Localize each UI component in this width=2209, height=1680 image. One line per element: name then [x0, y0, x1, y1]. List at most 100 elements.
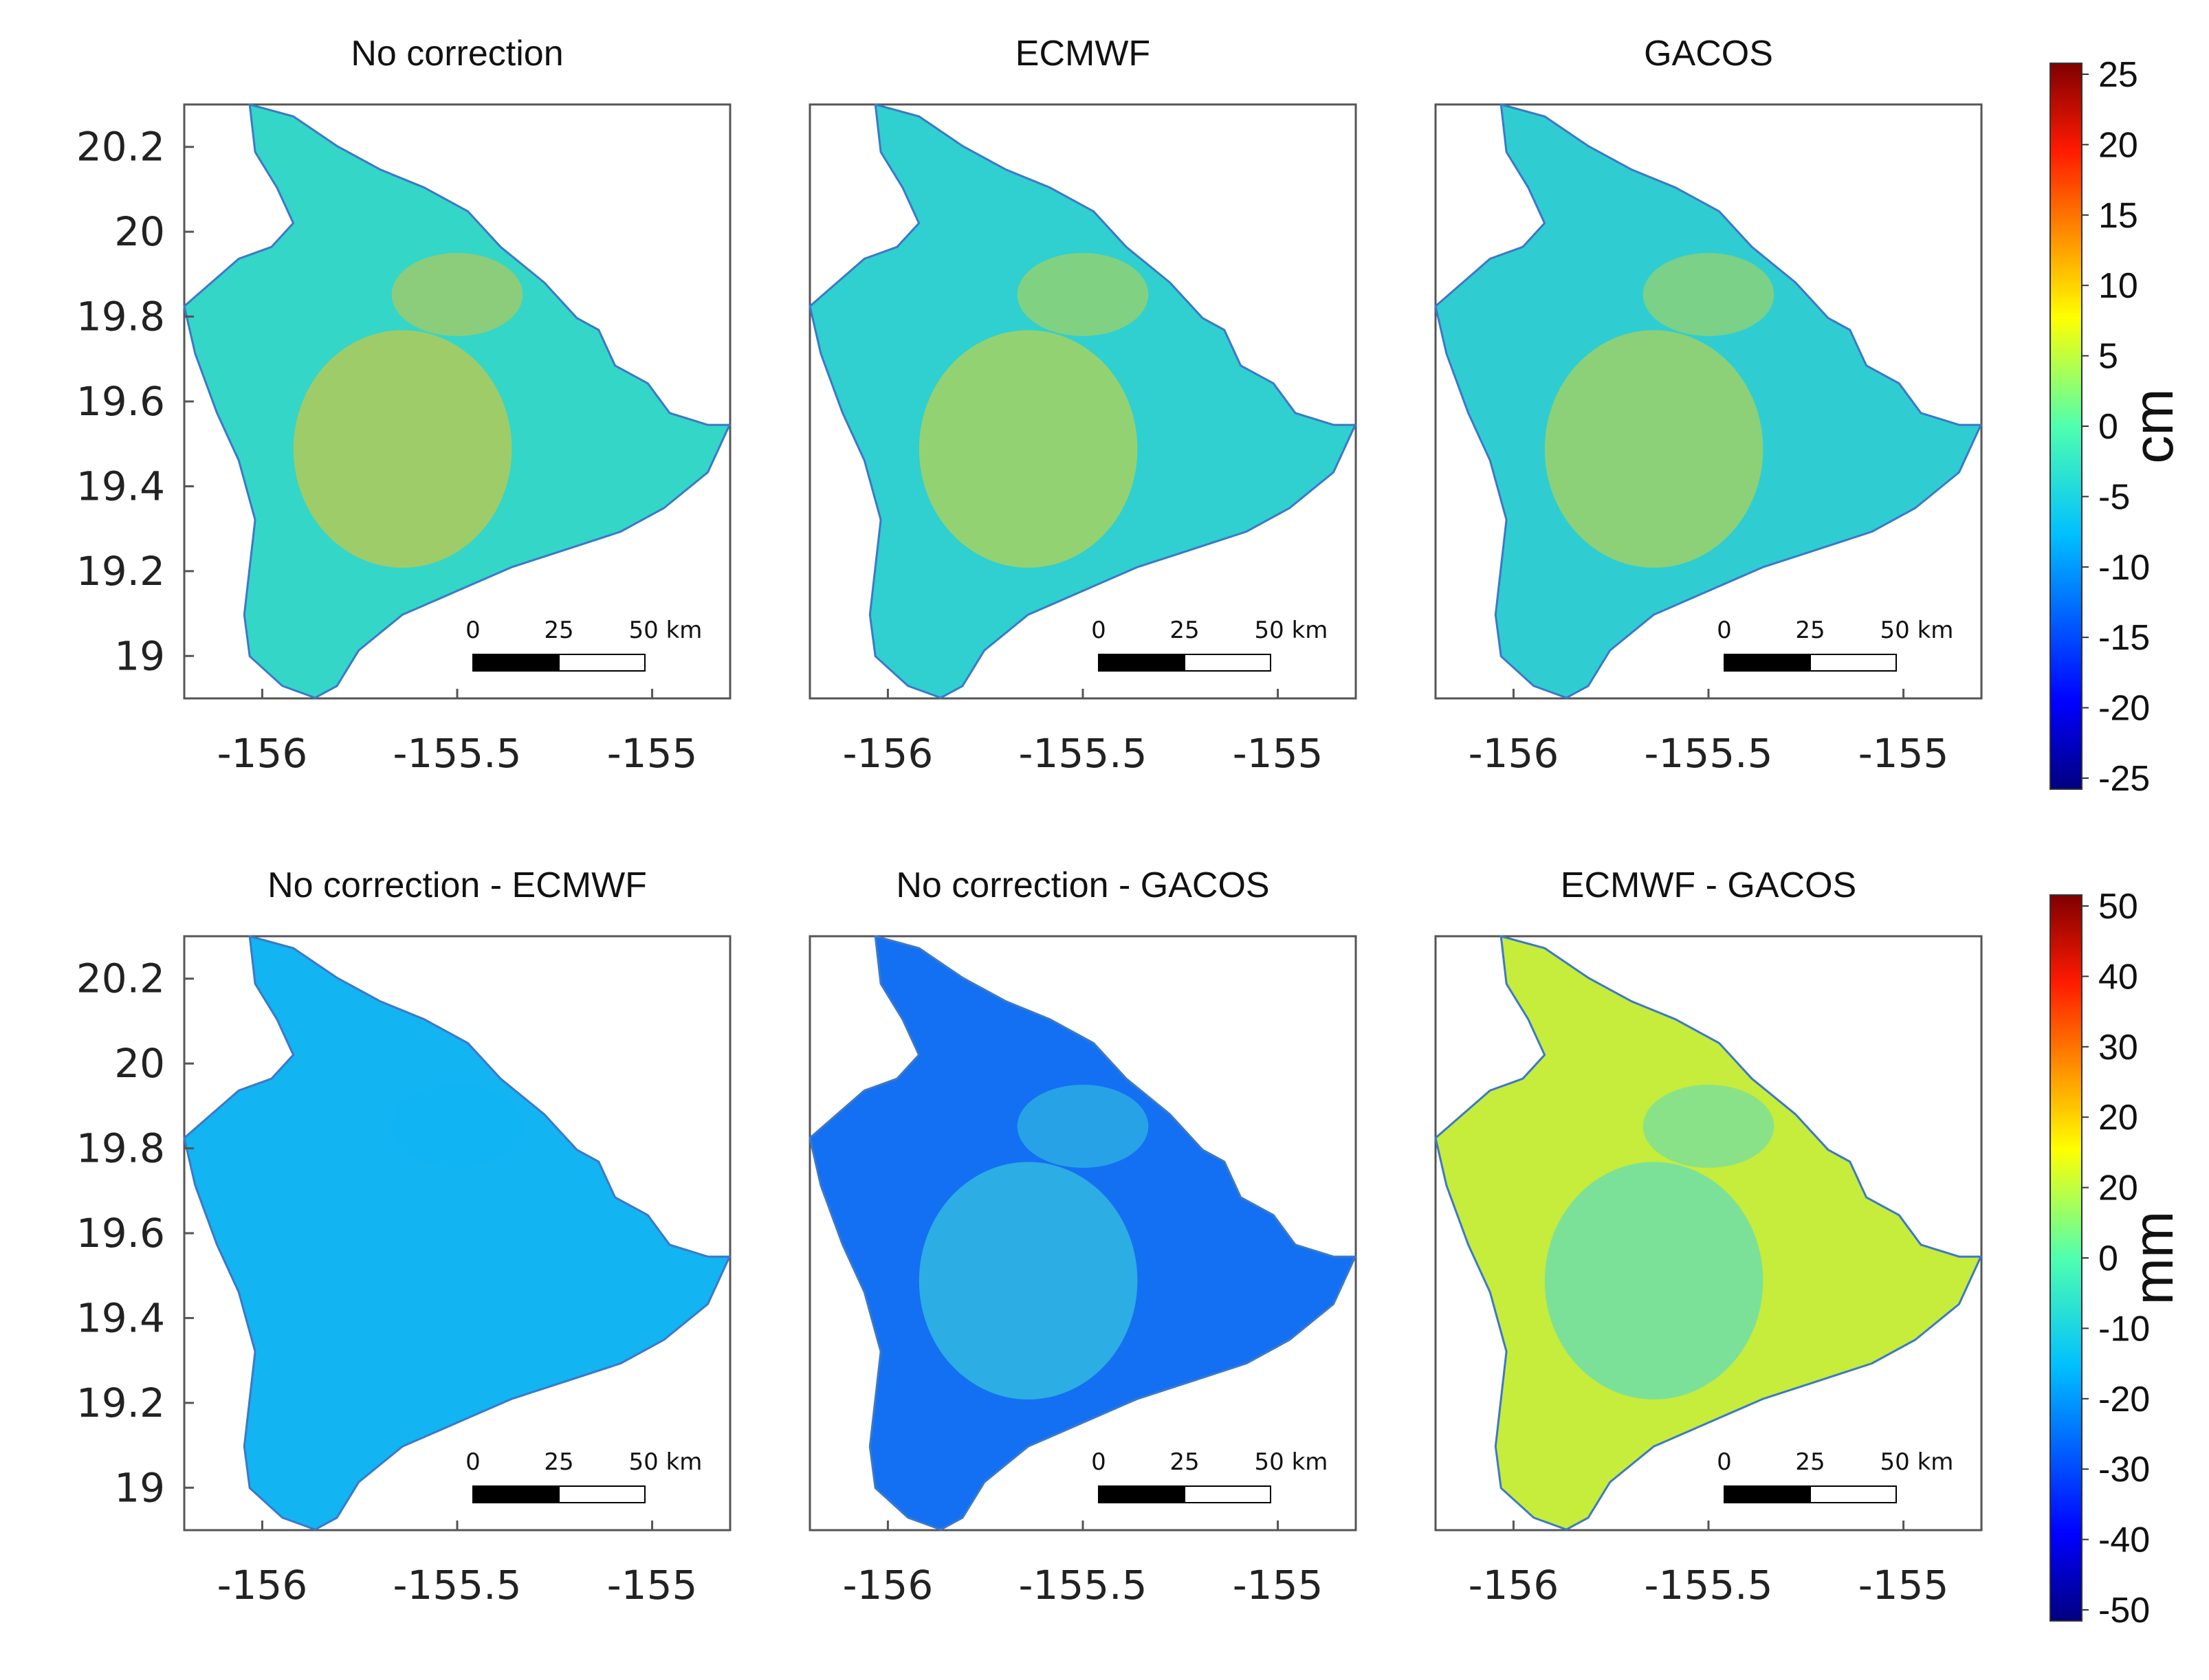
- scale-bar-label: 25: [1169, 1448, 1199, 1476]
- colorbar-tick-label: 15: [2098, 196, 2138, 236]
- scale-bar-black: [1098, 1485, 1185, 1503]
- colorbar-tick-label: -5: [2098, 477, 2130, 517]
- scale-bar-white: [1810, 1485, 1897, 1503]
- anomaly-region: [391, 1085, 523, 1168]
- y-tick-label: 19.8: [76, 1125, 165, 1172]
- map-panel-5: No correction - GACOS -156 -155.5 -155 0 25 50…: [809, 865, 1357, 1609]
- x-tick-label: -155.5: [393, 730, 522, 777]
- scale-bar-label: 25: [1795, 1448, 1825, 1476]
- x-tick-label: -156: [843, 1562, 934, 1609]
- x-tick-label: -155: [607, 1562, 698, 1609]
- y-tick-label: 20: [114, 1040, 165, 1087]
- y-tick-label: 19.6: [76, 1210, 165, 1257]
- panel-title: No correction: [351, 34, 563, 74]
- scale-bar-label: 50 km: [1880, 1448, 1954, 1476]
- anomaly-region: [1544, 330, 1763, 568]
- scale-bar-label: 25: [1795, 617, 1825, 644]
- x-tick-label: -155.5: [1019, 1562, 1147, 1609]
- colorbar-tick-label: 20: [2098, 1098, 2138, 1138]
- scale-bar-white: [558, 654, 646, 672]
- y-tick-label: 19.6: [76, 378, 165, 425]
- scale-bar-label: 50 km: [1255, 1448, 1328, 1476]
- colorbar-unit-label: mm: [2122, 1211, 2185, 1305]
- x-tick-label: -155: [1858, 730, 1949, 777]
- colorbar-unit-label: cm: [2122, 388, 2185, 463]
- scale-bar-white: [1184, 1485, 1271, 1503]
- y-tick-label: 19.2: [76, 1380, 165, 1426]
- scale-bar-label: 50 km: [1255, 617, 1328, 644]
- x-tick-label: -155: [1858, 1562, 1949, 1609]
- colorbar-tick-label: -40: [2098, 1521, 2150, 1560]
- anomaly-region: [919, 330, 1138, 568]
- colorbar-tick-label: -20: [2098, 689, 2150, 729]
- panel-title: ECMWF - GACOS: [1561, 865, 1856, 905]
- x-tick-label: -155.5: [1019, 730, 1147, 777]
- x-tick-label: -156: [843, 730, 934, 777]
- y-tick-label: 19.4: [76, 1294, 165, 1341]
- x-tick-label: -155: [1233, 730, 1323, 777]
- map-panel-1: No correction -156 -155.5 -155 20.2 20 19.8 19.…: [76, 34, 732, 777]
- scale-bar-black: [1098, 654, 1185, 672]
- scale-bar-label: 0: [1717, 1448, 1732, 1476]
- anomaly-region: [1017, 1085, 1149, 1168]
- scale-bar-label: 25: [1169, 617, 1199, 644]
- panel-title: ECMWF: [1015, 34, 1150, 74]
- scale-bar-black: [472, 1485, 560, 1503]
- anomaly-region: [919, 1162, 1138, 1400]
- colorbar-tick-label: -50: [2098, 1591, 2150, 1631]
- anomaly-region: [293, 1162, 512, 1400]
- colorbar-gradient: [2049, 63, 2082, 790]
- y-tick-label: 20.2: [76, 955, 165, 1002]
- colorbar-mm: 50 40 30 20 20 0 -10 -20 -30 -40 -50 mm: [2049, 887, 2185, 1631]
- colorbar-tick-label: 30: [2098, 1028, 2138, 1068]
- colorbar-tick-label: 25: [2098, 55, 2138, 95]
- scale-bar-label: 0: [1091, 1448, 1106, 1476]
- map-panel-2: ECMWF -156 -155.5 -155 0 25 50 km: [809, 34, 1357, 777]
- colorbar-tick-label: 20: [2098, 125, 2138, 165]
- colorbar-tick-label: -30: [2098, 1450, 2150, 1490]
- map-panel-3: GACOS -156 -155.5 -155 0 25 50 km: [1434, 34, 1983, 777]
- colorbar-tick-label: -25: [2098, 759, 2150, 799]
- y-tick-label: 19: [114, 632, 165, 679]
- x-tick-label: -156: [217, 1562, 308, 1609]
- panel-title: No correction - ECMWF: [267, 865, 647, 905]
- anomaly-region: [1544, 1162, 1763, 1400]
- x-tick-label: -155: [1233, 1562, 1323, 1609]
- x-tick-label: -156: [1469, 1562, 1559, 1609]
- map-panel-6: ECMWF - GACOS -156 -155.5 -155 0 25 50 km: [1434, 865, 1983, 1609]
- x-tick-label: -155: [607, 730, 698, 777]
- scale-bar-white: [558, 1485, 646, 1503]
- scale-bar-label: 0: [1091, 617, 1106, 644]
- colorbar-tick-label: 40: [2098, 957, 2138, 997]
- x-tick-label: -156: [1469, 730, 1559, 777]
- colorbar-tick-label: 5: [2098, 337, 2118, 377]
- colorbar-tick-label: -20: [2098, 1380, 2150, 1419]
- panel-title: No correction - GACOS: [896, 865, 1269, 905]
- scale-bar-black: [472, 654, 560, 672]
- panel-title: GACOS: [1644, 34, 1773, 74]
- x-tick-label: -155.5: [1645, 1562, 1773, 1609]
- y-tick-label: 19.2: [76, 548, 165, 595]
- colorbar-cm: 25 20 15 10 5 0 -5 -10 -15 -20 -25 cm: [2049, 55, 2185, 799]
- colorbar-tick-label: 50: [2098, 887, 2138, 927]
- x-tick-label: -155.5: [1645, 730, 1773, 777]
- y-tick-label: 20: [114, 208, 165, 255]
- colorbar-tick-label: -10: [2098, 548, 2150, 588]
- scale-bar-label: 50 km: [629, 617, 703, 644]
- scale-bar-label: 25: [544, 1448, 573, 1476]
- map-panel-4: No correction - ECMWF -156 -155.5 -155 20.2 2…: [76, 865, 732, 1609]
- scale-bar-black: [1724, 654, 1811, 672]
- y-tick-label: 19.8: [76, 294, 165, 340]
- y-tick-label: 19.4: [76, 463, 165, 509]
- scale-bar-label: 50 km: [1880, 617, 1954, 644]
- colorbar-tick-label: 20: [2098, 1169, 2138, 1208]
- scale-bar-label: 0: [1717, 617, 1732, 644]
- anomaly-region: [1642, 253, 1774, 336]
- scale-bar-label: 0: [465, 617, 481, 644]
- colorbar-tick-label: 0: [2098, 407, 2118, 447]
- scale-bar-white: [1184, 654, 1271, 672]
- anomaly-region: [293, 330, 512, 568]
- scale-bar-label: 0: [465, 1448, 481, 1476]
- scale-bar-white: [1810, 654, 1897, 672]
- anomaly-region: [1642, 1085, 1774, 1168]
